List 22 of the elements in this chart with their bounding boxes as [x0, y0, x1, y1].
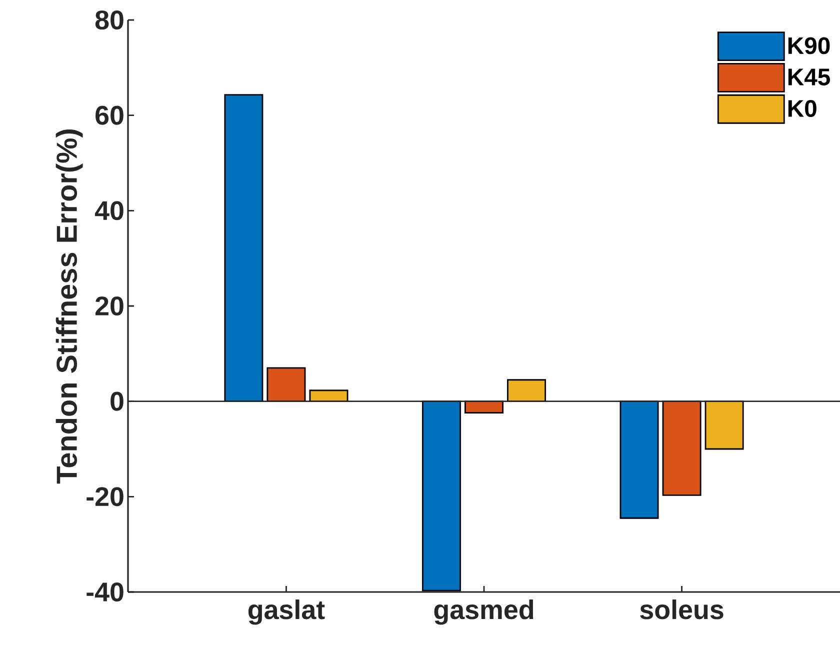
bar [507, 379, 546, 402]
y-tick-label: -20 [86, 487, 124, 506]
x-tick-label: gaslat [248, 600, 325, 625]
bar [224, 94, 264, 402]
bar [266, 367, 306, 402]
bar [422, 400, 461, 592]
legend-label: K45 [788, 68, 830, 86]
y-tick-label: 0 [110, 392, 124, 411]
y-tick-label: 80 [95, 10, 124, 30]
y-tick-label: 20 [96, 296, 124, 316]
y-tick-label: 40 [94, 201, 124, 220]
legend-label: K0 [788, 100, 816, 117]
bar [662, 400, 702, 496]
bar [464, 400, 504, 414]
y-tick-label: 60 [96, 106, 124, 125]
bar [620, 400, 659, 519]
y-tick-label: -40 [86, 582, 124, 602]
x-tick-label: soleus [640, 600, 724, 620]
legend-label: K90 [788, 37, 830, 54]
x-tick-label: gasmed [434, 600, 534, 625]
y-axis-title: Tendon Stiffness Error(%) [56, 130, 83, 484]
bar [704, 400, 744, 450]
